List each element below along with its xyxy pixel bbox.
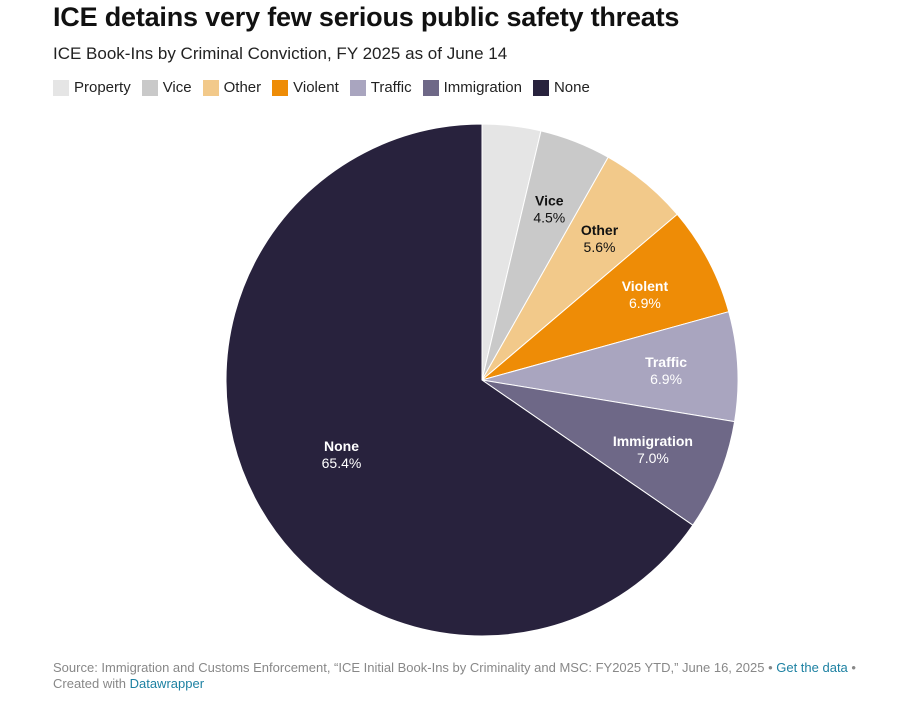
slice-name-label-traffic: Traffic [645, 354, 687, 370]
footer: Source: Immigration and Customs Enforcem… [53, 660, 856, 692]
legend-swatch-other [202, 79, 219, 96]
footer-line-created: Created with Datawrapper [53, 676, 856, 692]
slice-name-label-vice: Vice [535, 192, 564, 208]
footer-separator: • [847, 660, 856, 675]
legend-swatch-violent [272, 79, 289, 96]
legend-label-immigration: Immigration [443, 79, 522, 96]
legend-item-none: None [532, 79, 590, 96]
legend-item-traffic: Traffic [349, 79, 412, 96]
source-text: Source: Immigration and Customs Enforcem… [53, 660, 777, 675]
datawrapper-link[interactable]: Datawrapper [129, 676, 205, 691]
pie-slice-none [225, 123, 694, 637]
created-with-text: Created with [53, 676, 130, 691]
legend-label-violent: Violent [293, 79, 339, 96]
legend-item-vice: Vice [141, 79, 192, 96]
pie-slice-violent [481, 213, 730, 381]
slice-name-label-other: Other [581, 222, 619, 238]
slice-name-label-immigration: Immigration [613, 433, 693, 449]
legend-item-property: Property [53, 79, 131, 96]
pie-slice-immigration [481, 379, 736, 526]
legend-swatch-none [532, 79, 549, 96]
legend-swatch-vice [141, 79, 158, 96]
legend-item-other: Other [202, 79, 262, 96]
legend-label-none: None [553, 79, 590, 96]
slice-value-label-immigration: 7.0% [637, 450, 669, 466]
get-the-data-link[interactable]: Get the data [776, 660, 848, 675]
legend-label-property: Property [74, 79, 131, 96]
legend-item-violent: Violent [272, 79, 339, 96]
chart-title: ICE detains very few serious public safe… [53, 2, 680, 32]
legend-item-immigration: Immigration [422, 79, 522, 96]
pie-slice-traffic [481, 311, 739, 423]
slice-value-label-other: 5.6% [584, 239, 616, 255]
legend-swatch-immigration [422, 79, 439, 96]
chart-subtitle: ICE Book-Ins by Criminal Conviction, FY … [53, 44, 508, 63]
legend: Property Vice Other Violent Traffic Immi… [53, 79, 601, 96]
legend-label-vice: Vice [162, 79, 192, 96]
legend-label-other: Other [223, 79, 262, 96]
slice-name-label-violent: Violent [622, 278, 669, 294]
slice-value-label-vice: 4.5% [533, 209, 565, 225]
legend-swatch-property [53, 79, 69, 96]
slice-value-label-none: 65.4% [322, 455, 362, 471]
legend-label-traffic: Traffic [370, 79, 412, 96]
footer-line-source: Source: Immigration and Customs Enforcem… [53, 660, 856, 676]
legend-swatch-traffic [349, 79, 366, 96]
slice-name-label-none: None [324, 438, 359, 454]
slice-value-label-violent: 6.9% [629, 295, 661, 311]
slice-value-label-traffic: 6.9% [650, 371, 682, 387]
